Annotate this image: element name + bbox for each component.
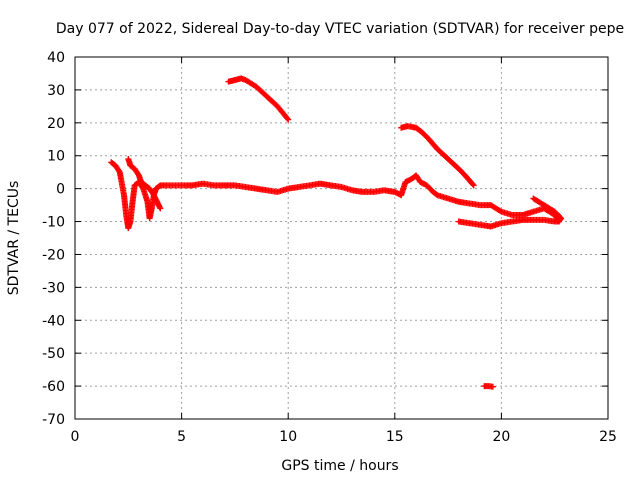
x-tick-label: 10 [279,429,297,445]
y-tick-label: -20 [42,247,65,263]
x-tick-label: 0 [71,429,80,445]
segment-late-point [530,195,537,202]
y-tick-label: -70 [42,412,65,428]
spike-trace-point [157,205,164,212]
y-tick-label: 30 [47,83,65,99]
grid-layer [75,57,608,419]
series-layer [108,75,565,390]
y-tick-label: -60 [42,379,65,395]
chart-title: Day 077 of 2022, Sidereal Day-to-day VTE… [56,21,624,37]
y-tick-label: 10 [47,149,65,165]
x-tick-label: 25 [599,429,617,445]
arc-2-point [469,181,476,188]
y-axis-label: SDTVAR / TECUs [6,181,22,296]
arc-2-point [470,182,477,189]
x-tick-label: 15 [386,429,404,445]
y-tick-label: -10 [42,215,65,231]
y-tick-label: 0 [56,182,65,198]
plot-frame [74,56,609,420]
x-tick-label: 5 [177,429,186,445]
x-tick-label: 20 [492,429,510,445]
y-tick-label: -50 [42,346,65,362]
tick-layer: 0 5 10 15 20 25 40 30 20 10 0 -10 -20 -30 -40 -50 -60 -70 [42,50,617,445]
arc-1-point [284,115,291,122]
arc-1-point [285,116,292,123]
y-tick-label: -30 [42,280,65,296]
y-tick-label: 40 [47,50,65,66]
x-axis-label: GPS time / hours [281,458,398,474]
outlier-point [489,383,496,390]
y-tick-label: -40 [42,313,65,329]
y-tick-label: 20 [47,116,65,132]
